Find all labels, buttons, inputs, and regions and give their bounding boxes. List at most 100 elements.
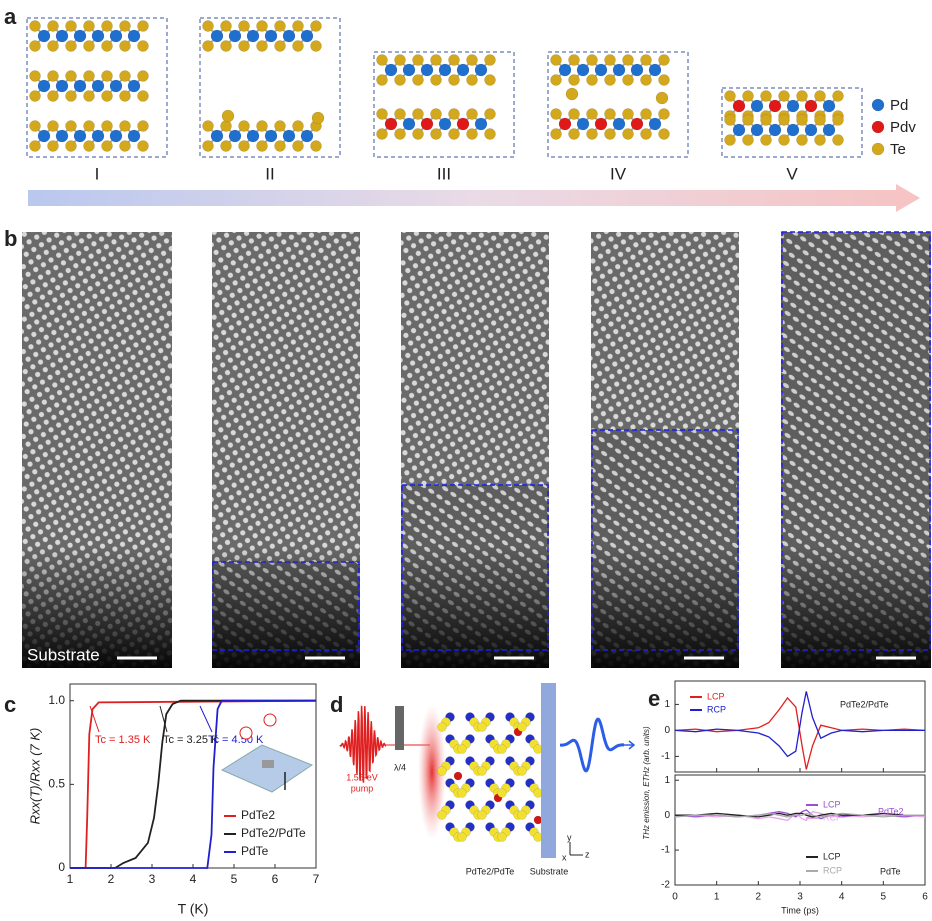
atom	[310, 40, 322, 52]
y-tick-label: -1	[661, 751, 670, 762]
atom	[438, 117, 452, 131]
atom	[477, 766, 487, 776]
atom	[655, 91, 669, 105]
atom	[376, 54, 388, 66]
atom	[732, 123, 746, 137]
substrate-shade	[781, 232, 931, 668]
atom	[101, 70, 113, 82]
atom	[517, 722, 527, 732]
atom	[292, 20, 304, 32]
atom	[724, 114, 736, 126]
x-tick-label: 1	[67, 872, 74, 886]
atom	[119, 140, 131, 152]
legend-label: Te	[890, 141, 906, 158]
atom	[576, 63, 590, 77]
y-axis-label: THz emission, ETHz (arb. units)	[642, 726, 651, 840]
atom	[822, 123, 836, 137]
atom	[127, 29, 141, 43]
atom	[760, 90, 772, 102]
atom	[658, 74, 670, 86]
atom	[47, 90, 59, 102]
atom	[109, 79, 123, 93]
atom	[109, 129, 123, 143]
axis-name: x	[562, 852, 567, 862]
atom	[47, 140, 59, 152]
legend-label: LCP	[823, 851, 841, 861]
atom	[412, 108, 424, 120]
data-line	[70, 699, 316, 869]
plate-label: λ/4	[394, 762, 406, 772]
atom	[228, 29, 242, 43]
atom	[558, 117, 572, 131]
voltmeter	[263, 713, 277, 727]
x-tick-label: 3	[149, 872, 156, 886]
atom	[484, 108, 496, 120]
atom	[438, 63, 452, 77]
atom	[750, 99, 764, 113]
atom	[210, 129, 224, 143]
waveplate	[395, 706, 404, 750]
data-line	[674, 691, 925, 758]
atom	[238, 40, 250, 52]
atom	[648, 63, 662, 77]
atom	[310, 140, 322, 152]
atom	[550, 108, 562, 120]
atom	[101, 120, 113, 132]
structure-box	[199, 17, 341, 158]
atom	[822, 99, 836, 113]
substrate-shade	[401, 232, 549, 668]
atom	[127, 79, 141, 93]
atom	[568, 54, 580, 66]
atom	[91, 29, 105, 43]
atom	[871, 142, 885, 156]
x-tick-label: 5	[231, 872, 238, 886]
pump-label: 1.55-eV	[346, 772, 378, 782]
atom	[238, 120, 250, 132]
atom	[101, 90, 113, 102]
atom	[474, 117, 488, 131]
atom	[29, 70, 41, 82]
atom	[73, 129, 87, 143]
atom	[604, 74, 616, 86]
stage-label: II	[265, 164, 274, 183]
atom	[228, 129, 242, 143]
atom	[622, 128, 634, 140]
atom	[804, 123, 818, 137]
atom	[517, 810, 527, 820]
atom	[83, 20, 95, 32]
atom	[220, 40, 232, 52]
legend-label: LCP	[823, 799, 841, 809]
atom	[292, 40, 304, 52]
atom	[91, 129, 105, 143]
atom	[437, 810, 447, 820]
atom	[47, 40, 59, 52]
atom	[430, 74, 442, 86]
atom	[448, 128, 460, 140]
atom	[420, 63, 434, 77]
atom	[604, 108, 616, 120]
atom	[778, 90, 790, 102]
atom	[768, 99, 782, 113]
voltmeter	[239, 726, 253, 740]
atom	[630, 63, 644, 77]
data-line	[674, 812, 925, 818]
atom	[221, 109, 235, 123]
atom	[274, 20, 286, 32]
atom	[65, 120, 77, 132]
atom	[412, 128, 424, 140]
atom	[264, 129, 278, 143]
atom	[101, 20, 113, 32]
atom	[568, 108, 580, 120]
atom	[533, 815, 543, 825]
annotation-arrow	[199, 705, 213, 733]
atom	[65, 70, 77, 82]
atom	[814, 90, 826, 102]
atom	[640, 74, 652, 86]
y-tick-label: -1	[661, 845, 670, 856]
substrate-label: Substrate	[27, 645, 100, 664]
y-tick-label: 0	[664, 725, 670, 736]
structure-box	[373, 51, 515, 158]
atom	[310, 20, 322, 32]
atom	[37, 129, 51, 143]
atom	[430, 54, 442, 66]
